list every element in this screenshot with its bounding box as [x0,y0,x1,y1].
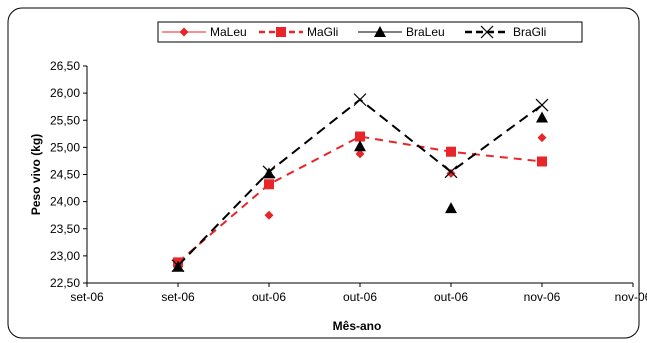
data-point-magli [537,156,547,167]
data-point-magli [264,179,274,190]
y-axis-title: Peso vivo (kg) [29,134,43,215]
data-point-bragli [353,93,367,107]
x-tick-label: set-06 [161,290,195,304]
x-marker-stroke [262,165,276,179]
legend-item-maleu: MaLeu [162,25,247,39]
x-tick-label: out-06 [343,290,377,304]
x-marker-stroke [353,93,367,107]
chart-frame [7,7,640,339]
x-tick-label: nov-06 [524,290,561,304]
y-tick-label: 26,00 [50,86,80,100]
data-point-magli [446,146,456,157]
plot-area [171,93,549,273]
data-point-maleu [537,133,547,143]
x-marker-stroke [535,98,549,112]
data-point-braleu [445,202,457,214]
y-tick-label: 22,50 [50,276,80,290]
x-tick-label: set-06 [70,290,104,304]
x-tick-label: out-06 [434,290,468,304]
x-marker-stroke [171,259,185,273]
y-tick-label: 26,50 [50,59,80,73]
data-point-magli [355,131,365,142]
legend-marker-bragli [480,25,494,39]
x-axis: set-06 set-06 out-06 out-06 out-06 nov-06 nov-… [70,283,647,304]
x-marker-stroke [480,25,494,39]
legend-label-braleu: BraLeu [406,25,445,39]
series-bragli [171,93,549,273]
data-point-bragli [444,165,458,179]
legend-label-magli: MaGli [307,25,338,39]
y-tick-label: 24,50 [50,168,80,182]
x-marker-stroke [444,165,458,179]
data-point-maleu [264,210,274,220]
legend-item-braleu: BraLeu [358,25,445,39]
data-point-maleu [355,149,365,159]
x-axis-title: Mês-ano [333,319,382,333]
legend-item-bragli: BraGli [465,25,546,39]
x-tick-label: out-06 [252,290,286,304]
data-point-bragli [262,165,276,179]
y-tick-label: 25,50 [50,113,80,127]
y-tick-label: 24,00 [50,195,80,209]
legend-item-magli: MaGli [259,25,338,39]
data-point-bragli [171,259,185,273]
y-axis: 22,50 23,00 23,50 24,00 24,50 25,00 25,50 26,00… [50,59,87,290]
legend-label-maleu: MaLeu [210,25,247,39]
y-tick-label: 23,00 [50,249,80,263]
y-tick-label: 25,00 [50,140,80,154]
legend-marker-maleu [179,27,189,37]
data-point-braleu [536,111,548,123]
legend-marker-magli [276,27,286,37]
legend-marker-braleu [374,26,386,37]
data-point-braleu [354,140,366,152]
legend: MaLeu MaGli BraLeu BraGli [157,21,583,43]
legend-label-bragli: BraGli [513,25,546,39]
y-tick-label: 23,50 [50,222,80,236]
x-tick-label: nov-06 [615,290,647,304]
data-point-bragli [535,98,549,112]
